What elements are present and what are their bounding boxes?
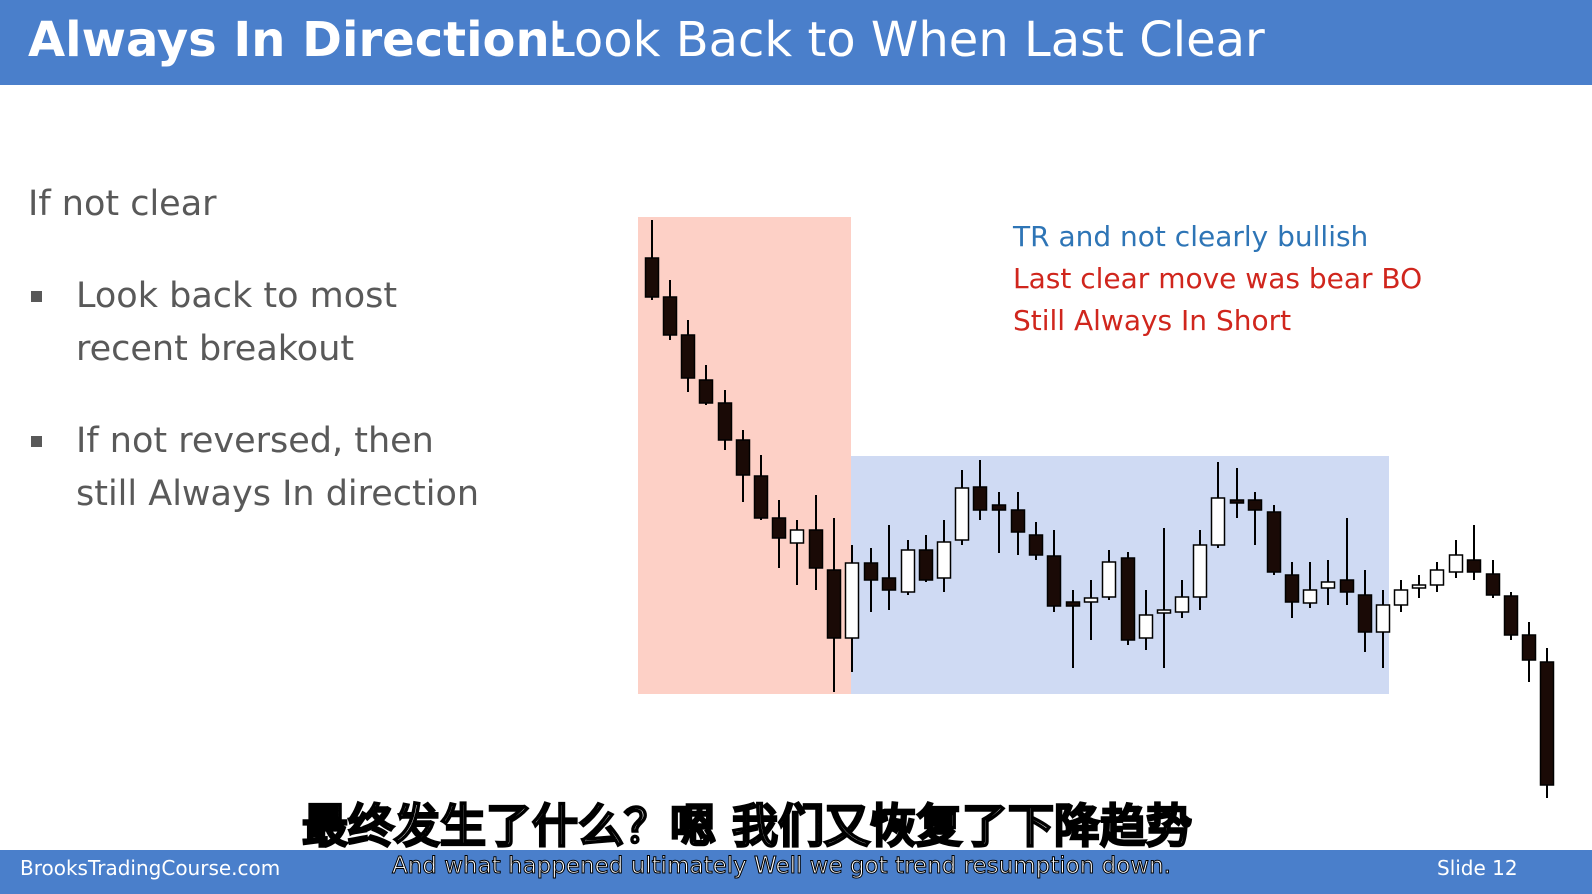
candle-body <box>1320 581 1336 589</box>
candle-body <box>1010 509 1026 533</box>
candle-body <box>1210 497 1226 546</box>
candle-body <box>900 549 916 593</box>
footer-slide: Slide 12 <box>1437 856 1518 880</box>
candle-body <box>1284 574 1300 603</box>
candle-body <box>735 439 751 476</box>
candle-body <box>1174 596 1190 613</box>
footer: BrooksTradingCourse.com Slide 12 <box>0 850 1592 894</box>
candle-body <box>789 529 805 544</box>
candle-body <box>1192 544 1208 598</box>
candle-body <box>1521 634 1537 661</box>
candle-body <box>1266 511 1282 573</box>
candle-body <box>881 577 897 591</box>
candle-body <box>1539 661 1555 786</box>
candle-body <box>1466 559 1482 573</box>
candle-body <box>954 487 970 541</box>
candle-body <box>1411 584 1427 589</box>
candle-body <box>918 549 934 581</box>
subtitle-en: And what happened ultimately Well we got… <box>392 853 1172 880</box>
candle-body <box>771 517 787 539</box>
annotation: TR and not clearly bullish <box>1013 220 1369 253</box>
candle-body <box>1357 594 1373 633</box>
candle-body <box>644 257 660 298</box>
candle-body <box>1393 589 1409 606</box>
candle-body <box>1101 561 1117 598</box>
candle-body <box>1485 573 1501 596</box>
candle-body <box>662 296 678 336</box>
candle-body <box>1138 614 1154 639</box>
candle-body <box>844 562 860 639</box>
candle-body <box>680 334 696 379</box>
candle-body <box>808 529 824 569</box>
candle-body <box>1339 579 1355 593</box>
candle-body <box>826 569 842 639</box>
candle-body <box>991 504 1007 511</box>
title-rest: Look Back to When Last Clear <box>548 12 1265 68</box>
candle-body <box>1503 595 1519 636</box>
bullet-line: If not reversed, then <box>76 421 434 461</box>
subtitle-zh: 最终发生了什么？嗯 我们又恢复了下降趋势 <box>301 798 1193 854</box>
header: Always In Direction: Look Back to When L… <box>0 0 1592 85</box>
candle-body <box>1229 499 1245 504</box>
candle-body <box>863 562 879 581</box>
bullet-line: Look back to most <box>76 276 398 316</box>
candle-body <box>1120 557 1136 641</box>
bullet-marker <box>31 436 42 447</box>
candle-body <box>717 402 733 441</box>
candle-body <box>1448 554 1464 573</box>
candle-body <box>1375 604 1391 633</box>
candle-body <box>1429 569 1445 586</box>
candle-body <box>1065 601 1081 607</box>
candle-body <box>1083 597 1099 603</box>
title-bold: Always In Direction: <box>28 12 569 68</box>
candle-body <box>1046 555 1062 607</box>
candle-body <box>698 379 714 404</box>
candle-body <box>1247 499 1263 511</box>
candle-body <box>972 486 988 511</box>
annotation: Still Always In Short <box>1013 304 1292 337</box>
candle-body <box>1156 609 1172 614</box>
footer-site: BrooksTradingCourse.com <box>20 856 281 880</box>
candle-body <box>936 541 952 579</box>
annotation: Last clear move was bear BO <box>1013 262 1423 295</box>
bullet-line: still Always In direction <box>76 474 480 514</box>
candle-body <box>1302 589 1318 604</box>
candle-body <box>1028 534 1044 556</box>
candle-body <box>753 475 769 519</box>
heading: If not clear <box>28 184 217 224</box>
bullet-line: recent breakout <box>76 329 355 369</box>
bullet-marker <box>31 291 42 302</box>
